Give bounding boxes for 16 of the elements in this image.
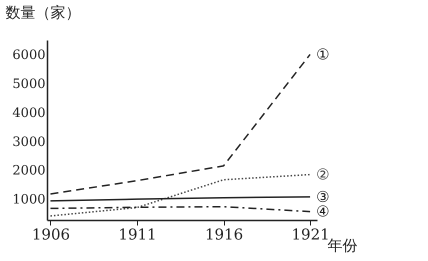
y-tick-label: 2000 <box>12 164 46 179</box>
y-axis-title: 数量（家） <box>6 4 80 22</box>
x-tick-label: 1921 <box>291 226 330 244</box>
line-series <box>50 54 311 195</box>
y-tick-label: 6000 <box>12 48 46 63</box>
y-tick-label: 5000 <box>12 76 46 92</box>
series-label: ② <box>316 166 330 184</box>
x-tick-label: 1911 <box>118 226 157 244</box>
x-axis-title: 年份 <box>328 236 358 254</box>
y-tick-label: 3000 <box>12 134 46 150</box>
y-tick-label: 4000 <box>12 106 46 121</box>
x-tick-label: 1916 <box>204 226 244 244</box>
x-tick-label: 1906 <box>32 226 70 244</box>
y-tick-label: 1000 <box>12 192 46 208</box>
series-label: ① <box>316 45 330 64</box>
line-series <box>50 174 311 217</box>
